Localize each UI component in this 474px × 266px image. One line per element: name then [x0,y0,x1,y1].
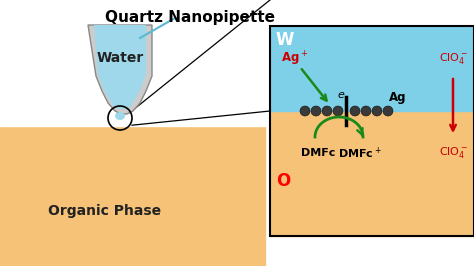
Text: DMFc$^+$: DMFc$^+$ [338,145,382,161]
Text: Ag$^+$: Ag$^+$ [282,50,309,68]
Circle shape [372,106,382,116]
Circle shape [361,106,371,116]
Bar [0,126,265,266]
Circle shape [322,106,332,116]
Polygon shape [88,25,152,114]
Text: e: e [337,90,345,100]
Text: Ag: Ag [389,90,407,103]
Bar [0,0,265,126]
Text: Organic Phase: Organic Phase [48,204,162,218]
Bar [270,111,474,236]
Circle shape [300,106,310,116]
Bar [270,26,474,111]
Circle shape [383,106,393,116]
Bar [270,26,474,236]
Circle shape [350,106,360,116]
Text: Water: Water [96,51,144,65]
Text: ClO$_4^-$: ClO$_4^-$ [438,52,467,66]
Circle shape [333,106,343,116]
Text: ClO$_4^-$: ClO$_4^-$ [438,146,467,160]
Polygon shape [94,25,146,109]
Text: Quartz Nanopipette: Quartz Nanopipette [105,10,275,25]
Ellipse shape [115,112,125,120]
Text: W: W [276,31,294,49]
Text: DMFc: DMFc [301,148,335,158]
Circle shape [311,106,321,116]
Text: O: O [276,172,290,190]
